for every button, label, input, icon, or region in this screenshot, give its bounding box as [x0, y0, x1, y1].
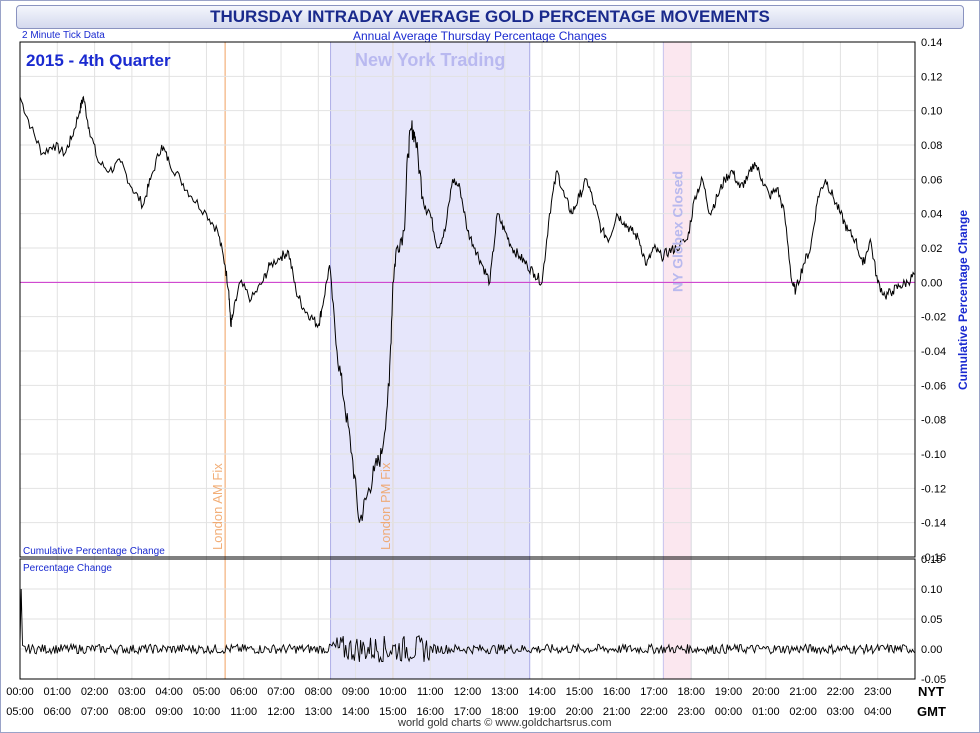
- nyt-tick-label: 03:00: [118, 686, 146, 698]
- gmt-tick-label: 12:00: [267, 706, 295, 718]
- gmt-tick-label: 08:00: [118, 706, 146, 718]
- nyt-tick-label: 19:00: [715, 686, 743, 698]
- y-tick-label: -0.02: [921, 312, 946, 324]
- nyt-tick-label: 21:00: [789, 686, 817, 698]
- fix-label: London AM Fix: [210, 463, 225, 550]
- upper-panel-border: [19, 41, 916, 558]
- nyt-tick-label: 13:00: [491, 686, 519, 698]
- gmt-tick-label: 18:00: [491, 706, 519, 718]
- lower-panel-border: [19, 558, 916, 680]
- y-tick-label: -0.10: [921, 449, 946, 461]
- gmt-tick-label: 01:00: [752, 706, 780, 718]
- nyt-tick-label: 05:00: [193, 686, 221, 698]
- gmt-tick-label: 16:00: [416, 706, 444, 718]
- cumulative-panel-title: Cumulative Percentage Change: [23, 546, 165, 557]
- y-tick-label-lower: -0.05: [921, 674, 946, 686]
- gmt-tick-label: 20:00: [566, 706, 594, 718]
- gmt-tick-label: 06:00: [44, 706, 72, 718]
- y-tick-label: 0.08: [921, 140, 942, 152]
- footer-credit: world gold charts © www.goldchartsrus.co…: [398, 717, 612, 729]
- nyt-tick-label: 10:00: [379, 686, 407, 698]
- nyt-tick-label: 16:00: [603, 686, 631, 698]
- subtitle: Annual Average Thursday Percentage Chang…: [353, 29, 607, 43]
- gmt-tick-label: 13:00: [305, 706, 333, 718]
- nyt-tick-label: 04:00: [155, 686, 183, 698]
- nyt-tick-label: 18:00: [677, 686, 705, 698]
- nyt-tick-label: 08:00: [305, 686, 333, 698]
- y-tick-label: 0.02: [921, 243, 942, 255]
- fix-label: London PM Fix: [378, 462, 393, 550]
- gmt-tick-label: 09:00: [155, 706, 183, 718]
- gmt-tick-label: 00:00: [715, 706, 743, 718]
- y-tick-label: 0.12: [921, 71, 942, 83]
- nyt-tick-label: 11:00: [417, 686, 444, 698]
- cumulative-series-line: [19, 95, 916, 523]
- gmt-tick-label: 17:00: [454, 706, 482, 718]
- y-tick-label: 0.06: [921, 174, 942, 186]
- period-label: 2015 - 4th Quarter: [26, 51, 171, 70]
- globex-closed-band: [663, 42, 692, 679]
- gmt-axis-label: GMT: [917, 704, 946, 719]
- percentage-change-series-line: [19, 588, 916, 663]
- nyt-tick-label: 20:00: [752, 686, 780, 698]
- nyt-tick-label: 07:00: [267, 686, 295, 698]
- y-tick-label: -0.12: [921, 483, 946, 495]
- y-tick-label-lower: 0.10: [921, 584, 942, 596]
- y-tick-label-lower: 0.00: [921, 644, 942, 656]
- globex-closed-label: NY Globex Closed: [669, 171, 685, 292]
- nyt-tick-label: 22:00: [827, 686, 855, 698]
- y-tick-label: -0.04: [921, 346, 946, 358]
- gmt-tick-label: 04:00: [864, 706, 892, 718]
- nyt-tick-label: 14:00: [528, 686, 556, 698]
- y-tick-label-lower: 0.05: [921, 614, 942, 626]
- y-tick-label: 0.10: [921, 106, 942, 118]
- nyt-tick-label: 09:00: [342, 686, 370, 698]
- y-tick-label-lower: 0.15: [921, 554, 942, 566]
- nyt-axis-label: NYT: [918, 684, 944, 699]
- y-tick-label: -0.06: [921, 380, 946, 392]
- y-tick-label: 0.00: [921, 277, 942, 289]
- nyt-tick-label: 12:00: [454, 686, 482, 698]
- y-tick-label: -0.16: [921, 552, 946, 564]
- gmt-tick-label: 19:00: [528, 706, 556, 718]
- nyt-tick-label: 15:00: [566, 686, 594, 698]
- gmt-tick-label: 21:00: [603, 706, 631, 718]
- nyt-tick-label: 17:00: [640, 686, 668, 698]
- gmt-tick-label: 11:00: [230, 706, 257, 718]
- nyt-tick-label: 00:00: [6, 686, 34, 698]
- gmt-tick-label: 02:00: [789, 706, 817, 718]
- y-tick-label: -0.08: [921, 415, 946, 427]
- gmt-tick-label: 22:00: [640, 706, 668, 718]
- gmt-tick-label: 03:00: [827, 706, 855, 718]
- gmt-tick-label: 15:00: [379, 706, 407, 718]
- gmt-tick-label: 23:00: [677, 706, 705, 718]
- y-tick-label: -0.14: [921, 518, 946, 530]
- nyt-tick-label: 23:00: [864, 686, 892, 698]
- y-axis-title: Cumulative Percentage Change: [956, 210, 970, 390]
- chart-title: THURSDAY INTRADAY AVERAGE GOLD PERCENTAG…: [16, 5, 964, 29]
- gmt-tick-label: 14:00: [342, 706, 370, 718]
- nyt-tick-label: 06:00: [230, 686, 258, 698]
- percentage-panel-title: Percentage Change: [23, 563, 112, 574]
- tick-note: 2 Minute Tick Data: [22, 30, 105, 41]
- gmt-tick-label: 10:00: [193, 706, 221, 718]
- y-tick-label: 0.04: [921, 209, 942, 221]
- gmt-tick-label: 05:00: [6, 706, 34, 718]
- gmt-tick-label: 07:00: [81, 706, 109, 718]
- ny-trading-label: New York Trading: [355, 50, 505, 70]
- nyt-tick-label: 01:00: [44, 686, 72, 698]
- nyt-tick-label: 02:00: [81, 686, 109, 698]
- y-tick-label: 0.14: [921, 37, 942, 49]
